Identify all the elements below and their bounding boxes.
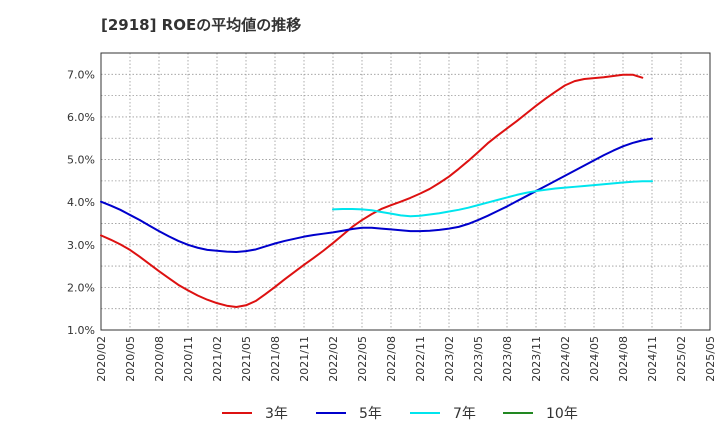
- legend-label-5yr: 5年: [359, 406, 382, 422]
- x-tick-label: 2025/02: [675, 336, 688, 382]
- legend-item-3yr: 3年: [222, 406, 288, 422]
- y-tick-label: 7.0%: [67, 68, 95, 81]
- x-tick-label: 2023/08: [501, 336, 514, 382]
- x-tick-label: 2023/05: [472, 336, 485, 382]
- y-tick-label: 5.0%: [67, 154, 95, 167]
- x-tick-label: 2024/08: [617, 336, 630, 382]
- series-line-3年: [100, 73, 644, 308]
- legend-label-10yr: 10年: [546, 406, 578, 422]
- x-tick-label: 2021/02: [211, 336, 224, 382]
- series-line-7年: [332, 180, 653, 218]
- x-tick-label: 2020/02: [95, 336, 108, 382]
- x-tick-label: 2020/11: [182, 336, 195, 382]
- x-tick-label: 2022/02: [327, 336, 340, 382]
- x-axis-tick-labels: 2020/02 2020/05 2020/08 2020/11 2021/02 2021/…: [95, 336, 717, 382]
- chart-title: [2918] ROEの平均値の推移: [101, 16, 301, 34]
- x-tick-label: 2022/11: [414, 336, 427, 382]
- y-tick-label: 3.0%: [67, 239, 95, 252]
- x-tick-label: 2021/05: [240, 336, 253, 382]
- legend-item-5yr: 5年: [316, 406, 382, 422]
- plot-area: [100, 52, 711, 331]
- x-tick-label: 2025/05: [704, 336, 717, 382]
- y-tick-label: 1.0%: [67, 324, 95, 337]
- x-tick-label: 2024/11: [646, 336, 659, 382]
- series-lines: [100, 73, 653, 308]
- legend-label-3yr: 3年: [265, 406, 288, 422]
- x-tick-label: 2022/08: [385, 336, 398, 382]
- x-tick-label: 2024/02: [559, 336, 572, 382]
- x-tick-label: 2020/05: [124, 336, 137, 382]
- y-tick-label: 2.0%: [67, 281, 95, 294]
- legend-label-7yr: 7年: [453, 406, 476, 422]
- grid: [101, 53, 710, 330]
- x-tick-label: 2022/05: [356, 336, 369, 382]
- x-tick-label: 2021/11: [298, 336, 311, 382]
- y-tick-label: 6.0%: [67, 111, 95, 124]
- x-tick-label: 2021/08: [269, 336, 282, 382]
- x-tick-label: 2023/11: [530, 336, 543, 382]
- x-tick-label: 2020/08: [153, 336, 166, 382]
- series-line-5年: [100, 137, 653, 254]
- x-tick-label: 2023/02: [443, 336, 456, 382]
- y-tick-label: 4.0%: [67, 196, 95, 209]
- x-tick-label: 2024/05: [588, 336, 601, 382]
- legend: 3年 5年 7年 10年: [222, 406, 578, 422]
- legend-item-10yr: 10年: [503, 406, 578, 422]
- legend-item-7yr: 7年: [410, 406, 476, 422]
- y-axis-tick-labels: 1.0% 2.0% 3.0% 4.0% 5.0% 6.0% 7.0%: [67, 68, 95, 337]
